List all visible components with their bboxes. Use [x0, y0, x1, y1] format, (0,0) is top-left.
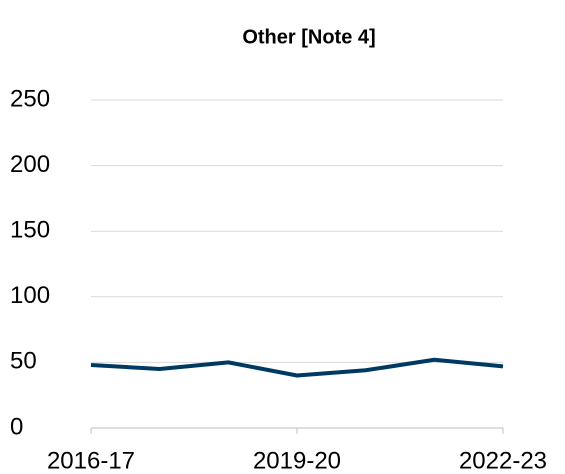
series-line [90, 357, 504, 378]
x-tick-label: 2019-20 [253, 447, 341, 474]
y-tick-label: 100 [10, 282, 50, 309]
x-tick-label: 2016-17 [47, 447, 135, 474]
y-tick-label: 200 [10, 151, 50, 178]
x-tick-label: 2022-23 [459, 447, 547, 474]
y-tick-label: 0 [10, 413, 23, 440]
y-tick-label: 150 [10, 217, 50, 244]
y-tick-label: 250 [10, 85, 50, 112]
y-tick-label: 50 [10, 348, 37, 375]
chart-title: Other [Note 4] [242, 26, 375, 48]
